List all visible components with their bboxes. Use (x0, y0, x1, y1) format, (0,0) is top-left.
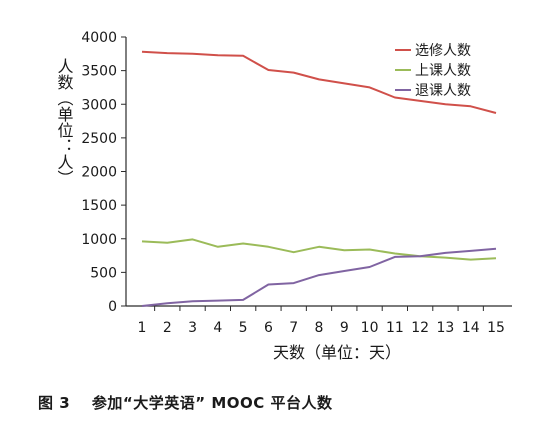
x-tick-label: 15 (487, 320, 505, 336)
y-tick-label: 2500 (81, 131, 117, 147)
series-line-3 (141, 247, 497, 307)
series-lines (141, 50, 497, 307)
x-tick-label: 8 (315, 320, 324, 336)
y-tick-label: 500 (90, 265, 117, 281)
x-tick-label: 6 (264, 320, 273, 336)
x-tick-label: 7 (289, 320, 298, 336)
figure-title: 参加“大学英语” MOOC 平台人数 (91, 394, 333, 412)
y-tick-label: 0 (108, 299, 117, 315)
y-tick-label: 3500 (81, 64, 117, 80)
x-tick-label: 11 (386, 320, 404, 336)
x-tick-label: 5 (239, 320, 248, 336)
x-axis-title: 天数（单位：天） (273, 343, 401, 362)
y-tick-label: 1000 (81, 232, 117, 248)
x-tick-label: 4 (213, 320, 222, 336)
axis-titles: 天数（单位：天） 人数（单位：人） (55, 58, 402, 362)
x-tick-label: 1 (138, 320, 147, 336)
y-tick-label: 4000 (81, 30, 117, 46)
figure-number: 图 3 (38, 394, 71, 412)
x-tick-label: 12 (411, 320, 429, 336)
legend-label: 选修人数 (415, 43, 471, 59)
x-tick-label: 13 (437, 320, 455, 336)
series-line-2 (141, 238, 497, 261)
series-line-1 (141, 50, 497, 114)
x-tick-label: 3 (188, 320, 197, 336)
y-tick-label: 3000 (81, 97, 117, 113)
x-tick-label: 9 (340, 320, 349, 336)
y-axis: 0 500 1000 1500 2000 2500 3000 3500 4000 (81, 30, 127, 315)
y-tick-label: 2000 (81, 165, 117, 181)
x-tick-label: 2 (163, 320, 172, 336)
x-axis: 1 2 3 4 5 6 7 8 9 10 11 12 13 14 15 (126, 305, 512, 336)
figure-caption: 图 3 参加“大学英语” MOOC 平台人数 (38, 392, 333, 413)
legend-label: 退课人数 (415, 83, 471, 99)
x-tick-label: 10 (361, 320, 379, 336)
y-axis-title: 人数（单位：人） (55, 58, 74, 186)
x-tick-label: 14 (462, 320, 480, 336)
y-tick-label: 1500 (81, 198, 117, 214)
legend-label: 上课人数 (415, 63, 471, 79)
